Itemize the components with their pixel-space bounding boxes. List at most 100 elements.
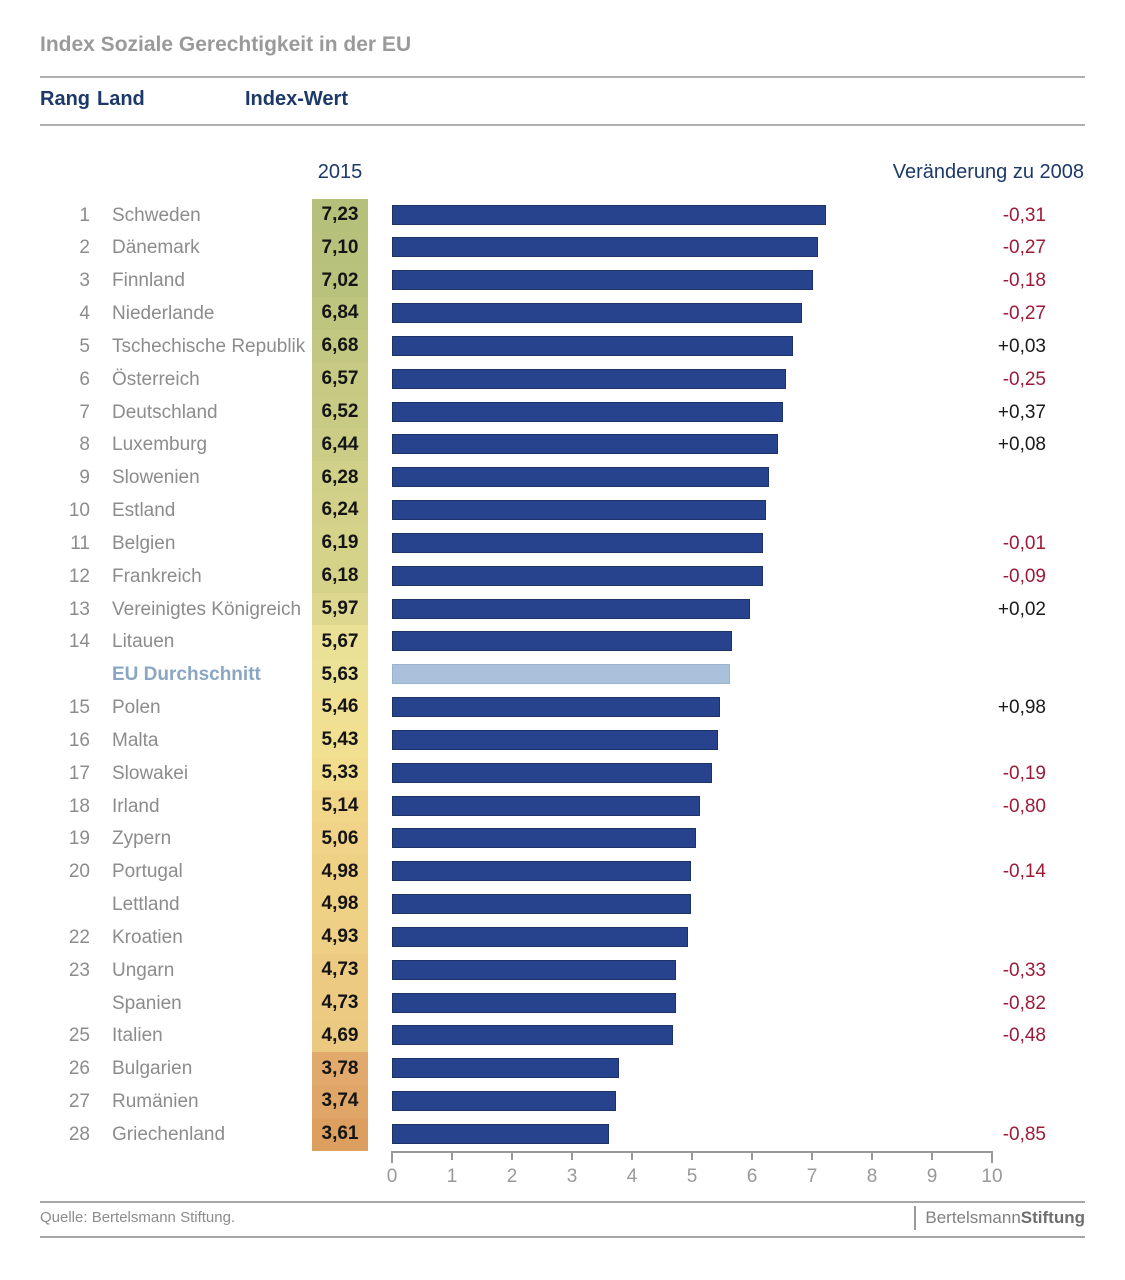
index-value-cell: 6,84 <box>312 297 368 330</box>
table-row: 27 Rumänien 3,74 <box>0 1085 1125 1118</box>
change-value: -0,18 <box>1002 270 1046 292</box>
rank-label: 8 <box>79 434 90 456</box>
value-bar <box>392 697 720 718</box>
column-header-index-value: Index-Wert <box>245 88 348 110</box>
x-axis-tick-label: 8 <box>866 1166 878 1187</box>
table-row: 7 Deutschland 6,52 +0,37 <box>0 395 1125 429</box>
change-value: -0,82 <box>1002 992 1046 1014</box>
x-axis-tick <box>451 1151 453 1160</box>
index-value-cell: 6,19 <box>312 526 368 560</box>
rank-label: 3 <box>79 270 90 292</box>
value-bar <box>392 992 676 1013</box>
country-label: Finnland <box>112 270 185 292</box>
change-value: +0,08 <box>997 434 1046 456</box>
table-row: Spanien 4,73 -0,82 <box>0 986 1125 1020</box>
value-bar <box>392 500 767 521</box>
logo-text-bold: Stiftung <box>1020 1208 1085 1227</box>
index-value-cell: 4,73 <box>312 986 368 1020</box>
country-label: Frankreich <box>112 565 202 587</box>
country-label: Lettland <box>112 894 180 916</box>
rank-label: 11 <box>70 532 90 554</box>
x-axis: 0 1 2 3 4 5 6 7 8 9 10 <box>387 1151 1003 1197</box>
x-axis-tick-label: 1 <box>446 1166 458 1187</box>
value-bar <box>392 828 696 849</box>
country-label: Griechenland <box>112 1123 226 1145</box>
source-note: Quelle: Bertelsmann Stiftung. <box>40 1209 236 1226</box>
year-label-2015: 2015 <box>317 161 363 183</box>
change-value: -0,27 <box>1002 303 1046 325</box>
index-value-cell: 5,33 <box>312 756 368 790</box>
value-bar <box>392 861 691 882</box>
country-label: Österreich <box>112 368 200 390</box>
value-bar <box>392 1058 619 1079</box>
value-bar <box>392 631 733 652</box>
table-row: 23 Ungarn 4,73 -0,33 <box>0 953 1125 987</box>
country-label: Litauen <box>112 631 175 653</box>
rank-label: 20 <box>68 861 90 883</box>
table-row: 28 Griechenland 3,61 -0,85 <box>0 1117 1125 1151</box>
value-bar <box>392 762 712 783</box>
rank-label: 26 <box>68 1058 90 1080</box>
x-axis-tick <box>571 1151 573 1160</box>
value-bar <box>392 368 787 389</box>
index-value-cell: 6,52 <box>312 395 368 429</box>
country-label: Schweden <box>112 204 201 226</box>
index-value-cell: 4,98 <box>312 855 368 889</box>
x-axis-tick-label: 4 <box>626 1166 638 1187</box>
index-value-cell: 5,46 <box>312 691 368 724</box>
index-value-cell: 5,63 <box>312 658 368 692</box>
index-value-cell: 5,97 <box>312 592 368 626</box>
logo-separator-bar <box>914 1206 917 1230</box>
country-label: Deutschland <box>112 401 218 423</box>
x-axis-tick <box>811 1151 813 1160</box>
rank-label: 15 <box>68 697 90 719</box>
eu-average-bar <box>392 664 730 685</box>
change-value: +0,37 <box>997 401 1046 423</box>
country-label: Niederlande <box>112 303 215 325</box>
rank-label: 25 <box>68 1025 90 1047</box>
country-label: Bulgarien <box>112 1058 193 1080</box>
x-axis-tick <box>751 1151 753 1160</box>
footer-divider-bottom <box>40 1236 1085 1238</box>
table-row: 2 Dänemark 7,10 -0,27 <box>0 231 1125 265</box>
rank-label: 6 <box>79 368 90 390</box>
index-value-cell: 3,78 <box>312 1052 368 1085</box>
value-bar <box>392 1025 674 1046</box>
country-label: Estland <box>112 500 176 522</box>
table-row: 16 Malta 5,43 <box>0 723 1125 757</box>
x-axis-tick-label: 7 <box>806 1166 818 1187</box>
column-header-rank: Rang <box>40 88 90 110</box>
change-value: -0,85 <box>1002 1123 1046 1145</box>
x-axis-tick-label: 0 <box>386 1166 398 1187</box>
country-label: Italien <box>112 1025 163 1047</box>
table-row: Lettland 4,98 <box>0 888 1125 921</box>
country-label: Luxemburg <box>112 434 208 456</box>
country-label: Irland <box>112 795 160 817</box>
table-row: 10 Estland 6,24 <box>0 494 1125 527</box>
page-title: Index Soziale Gerechtigkeit in der EU <box>40 33 412 56</box>
index-value-cell: 5,67 <box>312 625 368 659</box>
index-value-cell: 4,73 <box>312 953 368 987</box>
change-value: -0,27 <box>1002 237 1046 259</box>
x-axis-tick <box>511 1151 513 1160</box>
country-label: Belgien <box>112 532 176 554</box>
country-label: Malta <box>112 729 159 751</box>
change-value: -0,33 <box>1002 959 1046 981</box>
table-row: 6 Österreich 6,57 -0,25 <box>0 362 1125 396</box>
country-label: Dänemark <box>112 237 200 259</box>
country-label: Portugal <box>112 861 183 883</box>
rank-label: 18 <box>68 795 90 817</box>
x-axis-tick <box>871 1151 873 1160</box>
value-bar <box>392 729 718 750</box>
x-axis-tick-label: 2 <box>506 1166 518 1187</box>
rank-label: 1 <box>79 204 90 226</box>
title-divider <box>40 76 1085 78</box>
x-axis-tick-label: 6 <box>746 1166 758 1187</box>
country-label: Polen <box>112 697 161 719</box>
change-column-header: Veränderung zu 2008 <box>892 161 1084 183</box>
value-bar <box>392 270 814 291</box>
rank-label: 2 <box>79 237 90 259</box>
value-bar <box>392 795 701 816</box>
x-axis-tick <box>631 1151 633 1160</box>
